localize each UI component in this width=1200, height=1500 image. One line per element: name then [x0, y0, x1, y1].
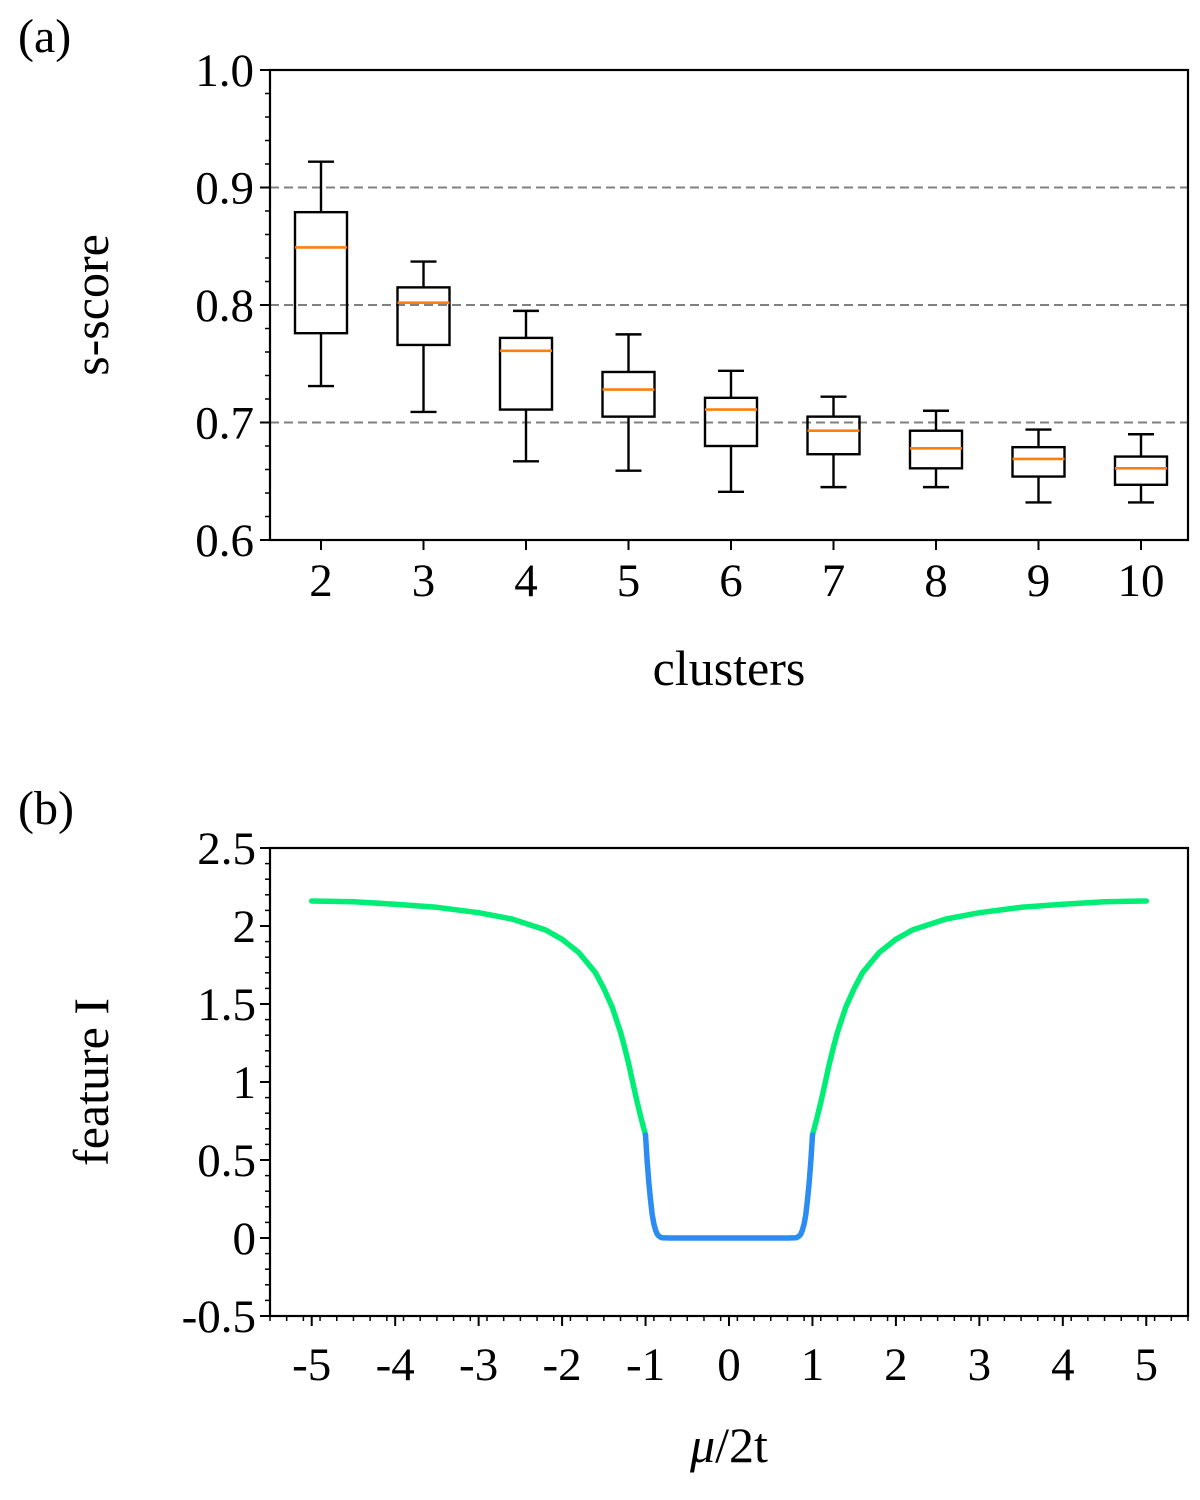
- y-tick-label: 1.0: [195, 45, 254, 97]
- y-tick-label: 2: [233, 901, 257, 953]
- y-tick-label: 0.7: [195, 398, 254, 450]
- x-tick-label: 4: [514, 555, 538, 607]
- box-body: [293, 210, 349, 335]
- series-0-segment-1: [809, 898, 1150, 1138]
- x-tick-label: 3: [412, 555, 436, 607]
- panel-b-y-axis-label: feature I: [63, 998, 119, 1166]
- x-tick-label: 7: [822, 555, 846, 607]
- panel-b-series: [308, 898, 1150, 1241]
- x-tick-label: 4: [1051, 1339, 1075, 1391]
- y-tick-label: 0: [233, 1213, 257, 1265]
- box-2: [293, 160, 349, 388]
- panel-b-x-axis-label-rest: /2t: [715, 1417, 768, 1473]
- panel-a-x-axis-label: clusters: [653, 640, 806, 696]
- panel-b-x-axis-label: μ/2t: [689, 1417, 768, 1473]
- panel-b-label: (b): [18, 782, 74, 835]
- x-tick-label: 2: [884, 1339, 908, 1391]
- x-tick-label: 8: [924, 555, 948, 607]
- box-body: [1113, 455, 1169, 486]
- x-tick-label: -5: [292, 1339, 331, 1391]
- x-tick-label: 1: [801, 1339, 825, 1391]
- x-tick-label: -2: [543, 1339, 582, 1391]
- box-body: [806, 415, 861, 456]
- x-tick-label: 6: [719, 555, 743, 607]
- panel-b-x-axis-label-mu: μ: [689, 1417, 715, 1473]
- panel-a-boxplot: (a) 0.6 0.7 0.8 0.9 1.0 2 3 4 5 6 7 8 9 10 clusters s…: [18, 10, 1190, 696]
- y-tick-label: 1.5: [197, 979, 256, 1031]
- y-tick-label: -0.5: [182, 1291, 256, 1343]
- x-tick-label: 0: [717, 1339, 741, 1391]
- x-tick-label: -1: [626, 1339, 665, 1391]
- y-tick-label: 1: [233, 1057, 257, 1109]
- y-tick-label: 0.9: [195, 163, 254, 215]
- box-body: [1011, 445, 1066, 478]
- panel-a-frame: [268, 68, 1190, 542]
- panel-a-ticks: 0.6 0.7 0.8 0.9 1.0 2 3 4 5 6 7 8 9 10: [195, 45, 1164, 607]
- box-8: [908, 409, 964, 489]
- box-5: [601, 333, 656, 472]
- y-tick-label: 0.6: [195, 515, 254, 567]
- box-7: [806, 395, 861, 489]
- box-3: [396, 260, 451, 414]
- box-9: [1011, 428, 1066, 504]
- box-body: [498, 336, 554, 411]
- box-body: [601, 370, 656, 418]
- series-0-segment-0: [308, 898, 649, 1138]
- x-tick-label: 5: [617, 555, 641, 607]
- y-tick-label: 2.5: [197, 823, 256, 875]
- box-10: [1113, 433, 1169, 504]
- x-tick-label: -4: [376, 1339, 415, 1391]
- x-tick-label: 10: [1118, 555, 1165, 607]
- panel-a-y-axis-label: s-score: [63, 234, 119, 376]
- x-tick-label: 2: [309, 555, 333, 607]
- x-tick-label: 5: [1135, 1339, 1159, 1391]
- x-tick-label: -3: [459, 1339, 498, 1391]
- y-tick-label: 0.5: [197, 1135, 256, 1187]
- box-4: [498, 309, 554, 463]
- panel-a-boxes: [293, 160, 1169, 504]
- box-body: [703, 396, 759, 448]
- x-tick-label: 3: [968, 1339, 992, 1391]
- series-1-segment-0: [642, 1132, 816, 1241]
- box-body: [396, 286, 451, 347]
- box-6: [703, 369, 759, 494]
- y-tick-label: 0.8: [195, 280, 254, 332]
- panel-a-label: (a): [18, 10, 71, 63]
- x-tick-label: 9: [1027, 555, 1051, 607]
- panel-b-line-chart: (b) -0.5 0 0.5 1 1.5 2 2.5 -5 -4 -3 -2 -1 0 1 2 3 4 5 μ/2…: [18, 782, 1190, 1473]
- panel-a-reference-lines: [270, 186, 1188, 424]
- panel-b-frame: [268, 846, 1190, 1318]
